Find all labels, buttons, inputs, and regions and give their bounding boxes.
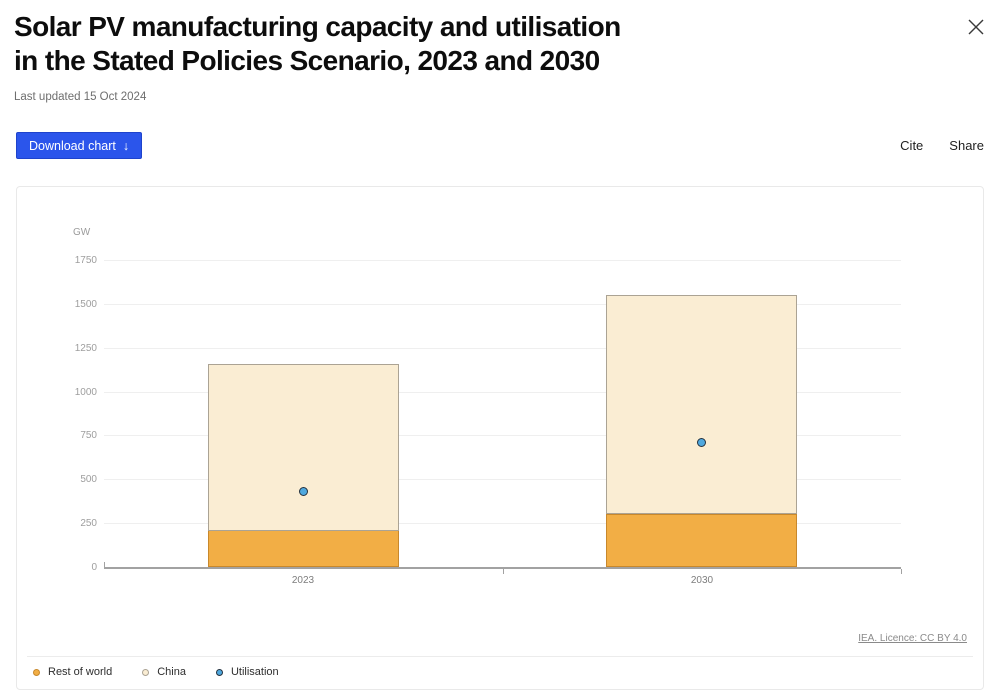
cite-button[interactable]: Cite <box>900 138 924 153</box>
bar-segment-rest-of-world-2023[interactable] <box>208 530 399 567</box>
page-title-line1: Solar PV manufacturing capacity and util… <box>14 11 621 42</box>
page-title-line2: in the Stated Policies Scenario, 2023 an… <box>14 45 600 76</box>
legend-marker-icon <box>142 668 150 676</box>
gridline-1500 <box>104 304 901 305</box>
share-button[interactable]: Share <box>949 138 984 153</box>
y-tick-label-0: 0 <box>91 562 97 573</box>
utilisation-point-2023[interactable] <box>299 487 308 496</box>
license-link[interactable]: IEA. Licence: CC BY 4.0 <box>858 633 967 644</box>
gridline-1000 <box>104 392 901 393</box>
y-tick-label-1500: 1500 <box>74 299 97 310</box>
chart-panel: 0 250 500 750 1000 1250 1500 1750 2023 2030 GW IE… <box>16 186 984 690</box>
legend-label: China <box>157 666 186 678</box>
x-axis-label-2030: 2030 <box>690 575 714 586</box>
page-title: Solar PV manufacturing capacity and util… <box>14 10 621 78</box>
y-tick-label-1250: 1250 <box>74 343 97 354</box>
header-links: Cite Share <box>900 138 984 153</box>
legend-item-china[interactable]: China <box>142 666 186 678</box>
gridline-500 <box>104 479 901 480</box>
x-axis-label-2023: 2023 <box>291 575 315 586</box>
legend-label: Utilisation <box>230 666 279 678</box>
legend-marker-icon <box>215 668 223 676</box>
x-axis-tick-2 <box>901 569 902 574</box>
download-chart-label: Download chart <box>29 138 116 153</box>
gridline-750 <box>104 435 901 436</box>
y-tick-label-1750: 1750 <box>74 255 97 266</box>
y-tick-label-1000: 1000 <box>74 387 97 398</box>
chart-canvas: 0 250 500 750 1000 1250 1500 1750 2023 2030 <box>17 187 983 689</box>
x-axis-tick-0 <box>104 562 105 567</box>
utilisation-point-2030[interactable] <box>697 438 706 447</box>
x-axis-tick-1 <box>503 569 504 574</box>
legend-item-rest-of-world[interactable]: Rest of world <box>33 666 112 678</box>
close-icon <box>968 19 984 35</box>
last-updated: Last updated 15 Oct 2024 <box>14 91 147 103</box>
legend-marker-icon <box>33 668 40 676</box>
gridline-1750 <box>104 260 901 261</box>
download-arrow-icon: ↓ <box>122 138 130 153</box>
y-tick-label-250: 250 <box>80 518 97 529</box>
y-tick-label-500: 500 <box>80 474 97 485</box>
gridline-250 <box>104 523 901 524</box>
bar-segment-china-2023[interactable] <box>208 364 399 531</box>
y-tick-label-750: 750 <box>80 430 97 441</box>
download-chart-button[interactable]: Download chart ↓ <box>16 132 143 159</box>
bar-segment-rest-of-world-2030[interactable] <box>606 514 797 567</box>
close-button[interactable] <box>966 17 986 37</box>
legend-divider <box>27 656 973 657</box>
legend-item-utilisation[interactable]: Utilisation <box>215 666 279 678</box>
legend: Rest of world China Utilisation <box>33 666 279 678</box>
x-axis-line <box>104 567 901 569</box>
y-axis-unit-label: GW <box>73 227 91 238</box>
legend-label: Rest of world <box>48 666 113 678</box>
gridline-1250 <box>104 348 901 349</box>
bar-segment-china-2030[interactable] <box>606 295 797 514</box>
